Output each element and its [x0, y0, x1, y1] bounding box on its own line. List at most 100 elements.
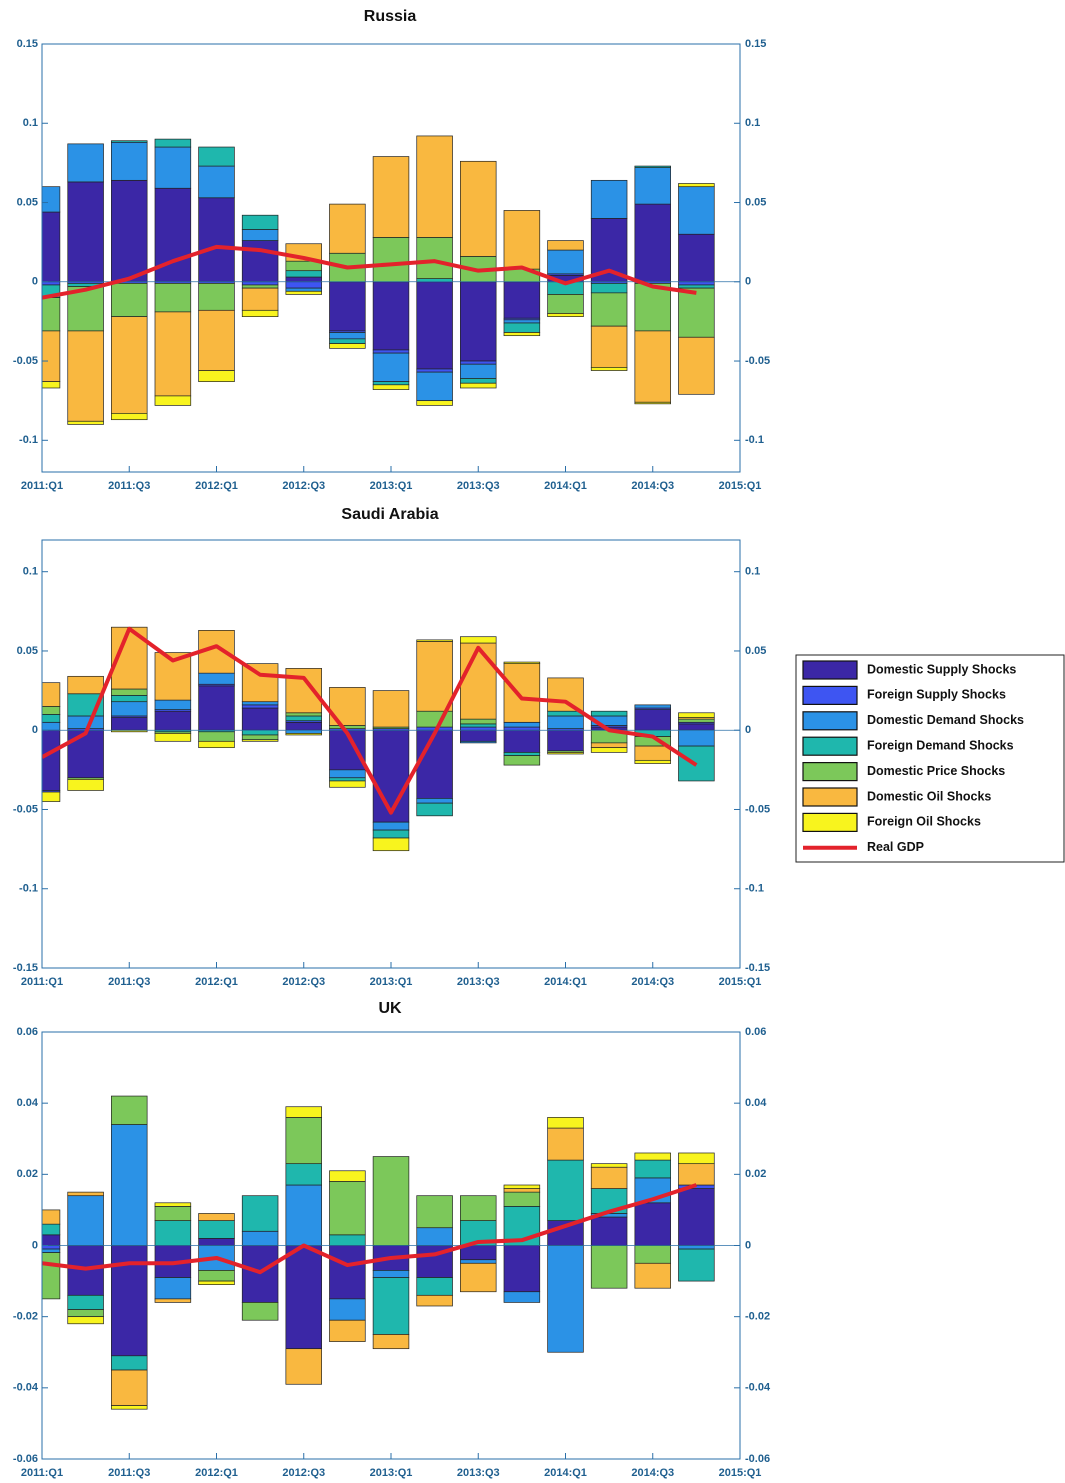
bar-segment [241, 309, 279, 318]
y2-tick-label: -0.05 [745, 355, 770, 367]
bar-segment [678, 723, 715, 731]
bar-segment [460, 382, 497, 389]
chart-title: Saudi Arabia [341, 506, 438, 523]
plot-area [42, 135, 740, 425]
y2-tick-label: -0.1 [745, 883, 764, 895]
bar-segment [285, 290, 322, 295]
bar-segment [241, 663, 279, 703]
bar-segment [241, 739, 279, 742]
x-tick-label: 2015:Q1 [719, 976, 762, 988]
bar-segment [42, 281, 61, 286]
bar-segment [241, 1195, 279, 1232]
x-tick-label: 2013:Q3 [457, 480, 500, 492]
bar-segment [503, 210, 541, 270]
bar-segment [198, 685, 235, 731]
bar-segment [460, 1245, 497, 1261]
bar-segment [547, 1117, 584, 1129]
bar-segment [460, 1195, 497, 1221]
bar-segment [547, 1127, 584, 1161]
bar-segment [590, 710, 628, 717]
bar-segment [547, 240, 584, 251]
bar-segment [590, 742, 628, 749]
legend-swatch [802, 711, 858, 731]
bar-segment [590, 1163, 628, 1168]
bar-segment [241, 229, 279, 241]
bar-segment [416, 278, 453, 283]
bar-segment [460, 729, 497, 742]
legend-swatch [802, 761, 858, 782]
bar-segment [111, 694, 148, 703]
bar-segment [416, 1227, 453, 1246]
gdp-line [42, 1183, 697, 1275]
bar-segment [503, 663, 541, 723]
gdp-line [42, 626, 698, 815]
bar-segment [547, 752, 584, 755]
bar-segment [416, 710, 453, 728]
bar-segment [198, 672, 235, 685]
bar-segment [154, 1202, 192, 1207]
bar-segment [198, 370, 235, 382]
bar-segment [42, 1245, 61, 1250]
bar-segment [416, 798, 453, 804]
y-tick-label: -0.06 [13, 1453, 38, 1465]
y2-tick-label: 0 [745, 724, 751, 736]
bar-segment [678, 729, 715, 747]
bar-segment [460, 281, 497, 362]
bar-segment [372, 821, 410, 831]
bar-segment [67, 1195, 104, 1246]
bar-segment [329, 203, 366, 254]
bar-segment [460, 740, 497, 744]
bar-segment [503, 729, 541, 753]
bar-segment [372, 690, 410, 728]
legend-label: Domestic Price Shocks [867, 764, 1005, 778]
bar-segment [634, 709, 671, 731]
x-tick-label: 2014:Q1 [544, 976, 587, 988]
bar-segment [590, 1245, 628, 1289]
bar-segment [547, 729, 584, 752]
bar-segment [372, 729, 410, 823]
bar-segment [42, 330, 61, 382]
bar-segment [67, 1316, 104, 1325]
bar-segment [111, 140, 148, 143]
bar-segment [503, 1291, 541, 1303]
bar-segment [42, 682, 61, 707]
y-tick-label: -0.15 [13, 962, 38, 974]
bar-segment [372, 156, 410, 238]
bar-segment [460, 718, 497, 725]
bar-segment [241, 701, 279, 706]
bar-segment [503, 322, 541, 333]
bar-segment [42, 706, 61, 715]
bar-segment [590, 283, 628, 294]
bar-segment [460, 726, 497, 731]
legend-swatch [802, 812, 858, 833]
x-tick-label: 2013:Q3 [457, 976, 500, 988]
bar-segment [678, 712, 715, 718]
bar-segment [198, 731, 235, 742]
x-tick-label: 2014:Q3 [631, 1467, 674, 1479]
y-tick-label: 0.1 [23, 566, 38, 578]
bar-segment [503, 755, 541, 766]
bar-segment [460, 1262, 497, 1293]
x-tick-label: 2015:Q1 [719, 480, 762, 492]
bar-segment [678, 183, 715, 188]
bar-segment [329, 1234, 366, 1246]
bar-segment [285, 712, 322, 717]
y-tick-label: -0.05 [13, 803, 38, 815]
plot-area [42, 1095, 740, 1410]
bar-segment [547, 715, 584, 729]
bar-segment [111, 412, 148, 421]
bar-segment [154, 1298, 192, 1303]
bar-segment [42, 1234, 61, 1246]
y-tick-label: 0.06 [17, 1026, 38, 1038]
bar-segment [329, 777, 366, 782]
bar-segment [285, 1106, 322, 1118]
bar-segment [42, 790, 61, 793]
bar-segment [372, 837, 410, 852]
bar-segment [111, 701, 148, 717]
bar-segment [460, 723, 497, 728]
bar-segment [416, 1294, 453, 1307]
x-tick-label: 2014:Q1 [544, 480, 587, 492]
bar-segment [503, 1184, 541, 1189]
y-tick-label: 0 [32, 276, 38, 288]
